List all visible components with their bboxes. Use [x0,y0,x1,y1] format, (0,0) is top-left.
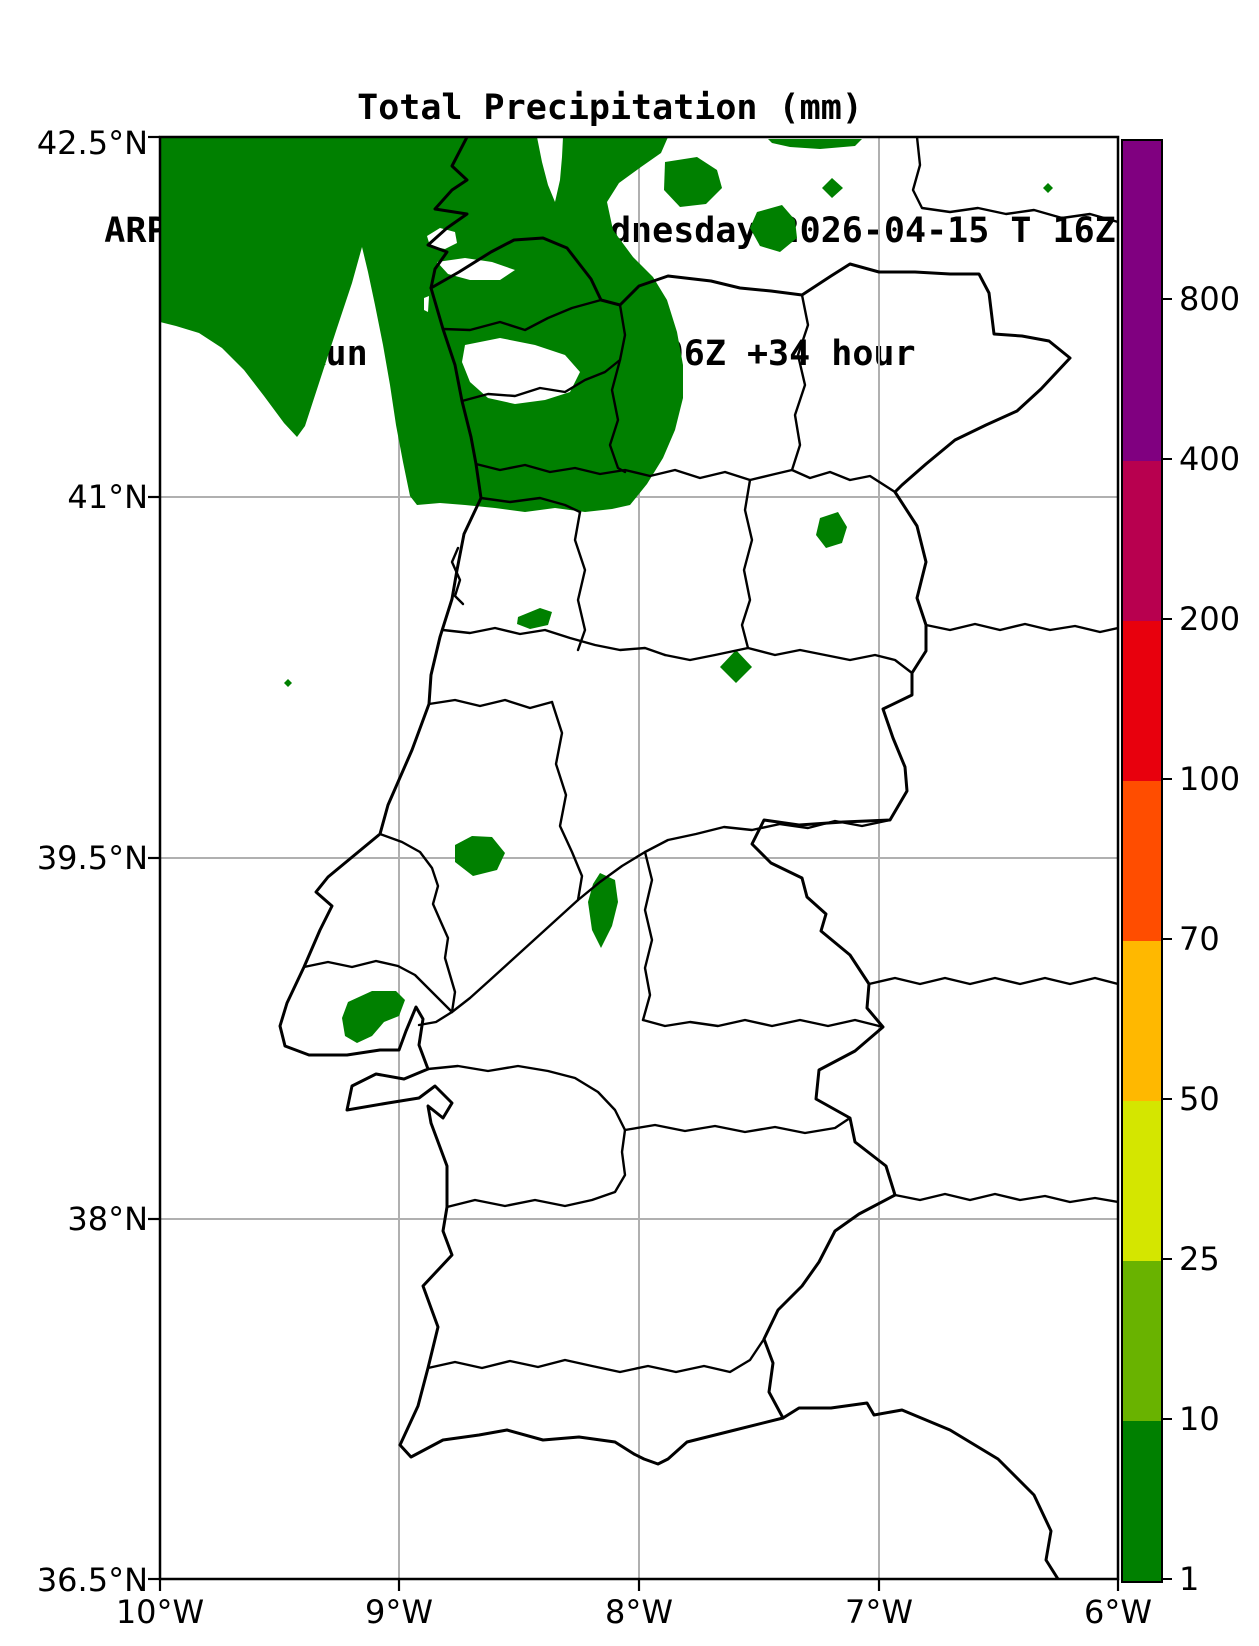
district-boundary [641,850,654,1022]
colorbar-segment-1 [1123,1260,1161,1421]
district-boundary [474,462,897,494]
district-boundary [573,510,587,652]
colorbar-segment-4 [1123,780,1161,941]
precip-patch-montalegre-patch [750,205,797,252]
district-boundary [663,646,914,675]
district-boundary [441,626,667,657]
precip-patch-ribatejo-patch [455,836,505,876]
y-tick-label: 42.5°N [36,124,148,162]
precip-patch-estrela-diamond-patch [720,650,752,683]
colorbar-tick-label: 50 [1179,1080,1220,1118]
precip-patch-chaves-patch [664,157,722,207]
district-boundary [450,546,465,606]
spain-portugal-border [429,236,1072,1420]
colorbar-segment-7 [1123,300,1161,461]
precip-patch-ne-speck [1043,183,1053,193]
y-tick-label: 41°N [67,478,148,516]
district-boundary [445,1128,627,1209]
district-boundary [426,1064,627,1132]
district-boundary [302,959,454,1014]
colorbar-tick-label: 200 [1179,600,1241,638]
colorbar-tick-label: 800 [1179,280,1241,318]
colorbar-segment-2 [1123,1100,1161,1261]
y-tick-label: 36.5°N [36,1561,148,1599]
dry-hole [424,296,429,312]
precip-patch-lisbon-north-patch [342,991,405,1043]
district-boundary [479,496,582,514]
colorbar-segment-0 [1123,1420,1161,1581]
x-tick-label: 7°W [845,1593,913,1631]
y-tick-label: 38°N [67,1200,148,1238]
precip-patch-border-diamond-patch [822,178,843,198]
y-tick-label: 39.5°N [36,839,148,877]
district-boundary [740,478,754,650]
district-boundary [417,818,892,1027]
dry-hole [427,228,457,249]
colorbar-segment-6 [1123,460,1161,621]
colorbar-tick-label: 1 [1179,1560,1200,1598]
district-boundary [427,698,554,710]
precip-patch-dao-patch [517,608,552,629]
x-tick-label: 8°W [605,1593,673,1631]
x-tick-label: 10°W [115,1593,205,1631]
district-boundary [550,700,584,902]
precip-patch-offshore-speck [284,679,292,687]
spain-admin-boundary [893,1192,1118,1204]
colorbar [1121,139,1163,1583]
coastline [278,137,1060,1579]
spain-admin-boundary [924,622,1118,634]
district-boundary [641,1018,885,1029]
district-boundary [608,358,627,474]
spain-admin-boundary [911,137,1118,224]
district-boundary [426,1337,766,1374]
colorbar-tick-label: 100 [1179,760,1241,798]
colorbar-tick-label: 10 [1179,1400,1220,1438]
district-boundary [790,293,810,472]
district-boundary [378,832,457,1014]
precip-patch-top-edge-strip [768,139,862,149]
precip-patch-nw-iberia-main-blob [160,137,683,512]
district-boundary [623,1116,852,1135]
x-tick-label: 6°W [1084,1593,1152,1631]
x-tick-label: 9°W [365,1593,433,1631]
dry-hole [462,338,580,404]
colorbar-segment-8 [1123,140,1161,301]
colorbar-segment-3 [1123,940,1161,1101]
district-boundary [441,298,603,332]
chart-title: Total Precipitation (mm) [357,88,863,128]
spain-admin-boundary [867,976,1118,986]
colorbar-tick-label: 400 [1179,440,1241,478]
colorbar-segment-5 [1123,620,1161,781]
precip-patch-braganca-south-patch [816,512,847,548]
district-boundary [460,303,627,403]
colorbar-tick-label: 25 [1179,1240,1220,1278]
colorbar-tick-label: 70 [1179,920,1220,958]
precip-patch-tejo-crescent-patch [588,873,618,948]
